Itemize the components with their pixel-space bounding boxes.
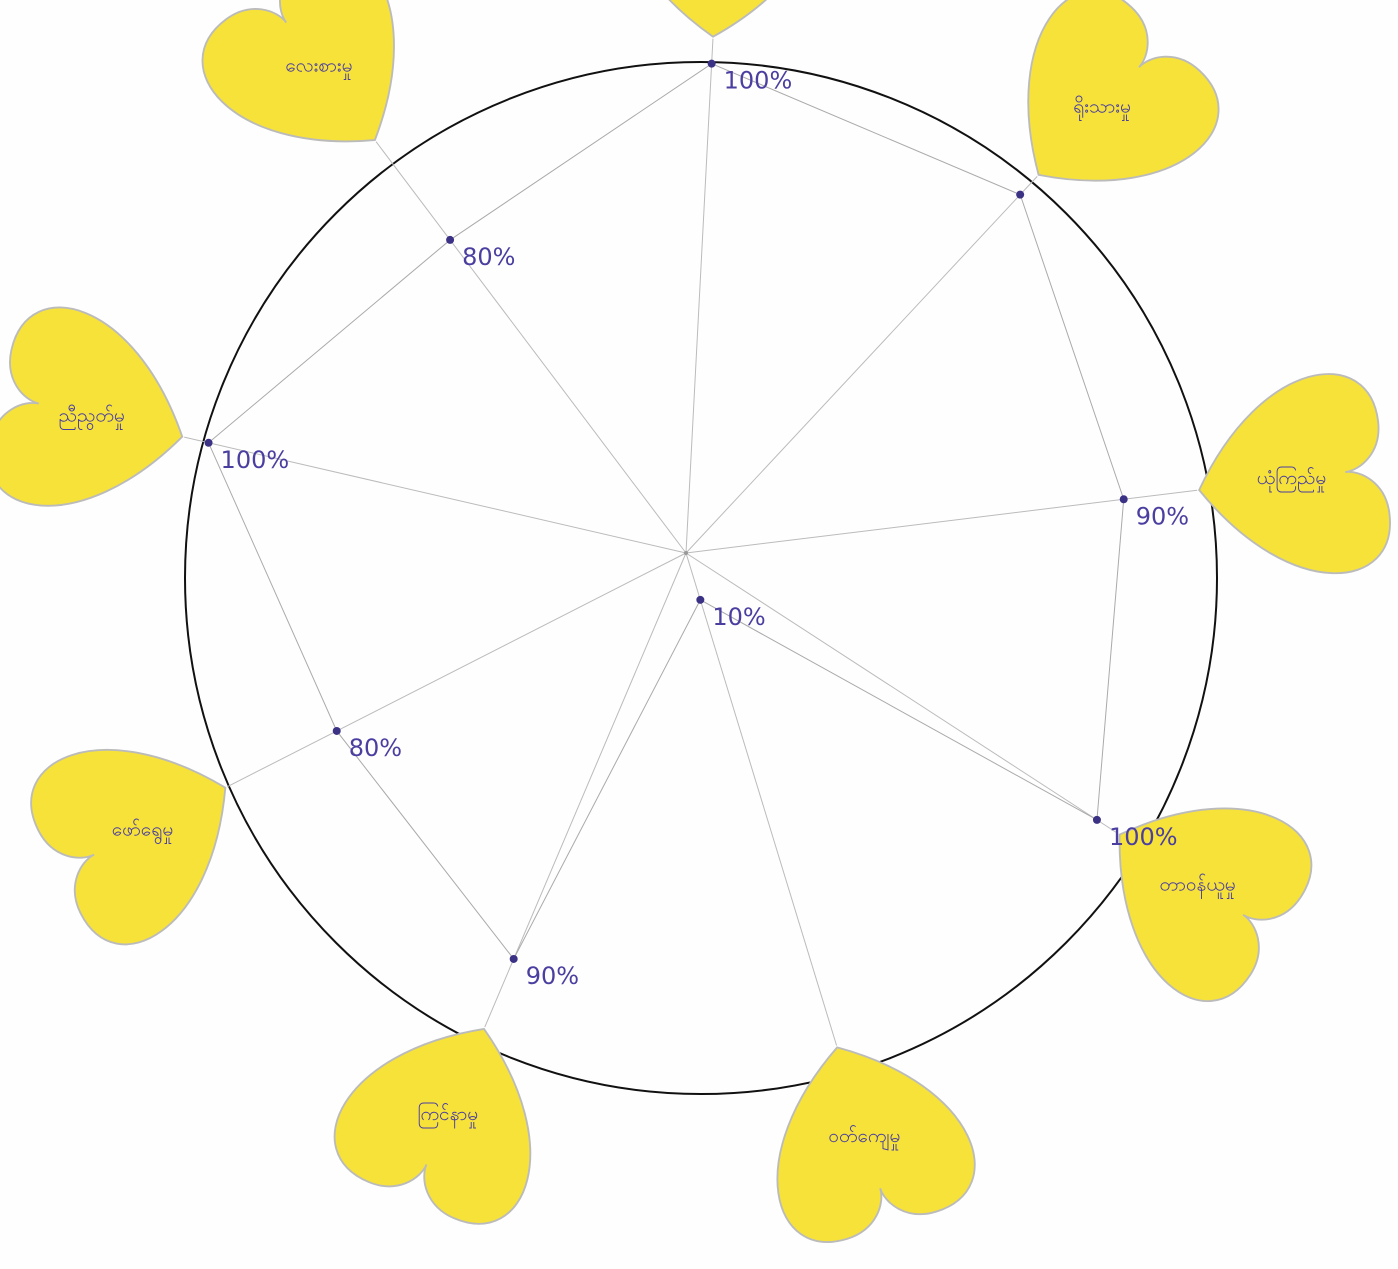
heart <box>201 0 395 143</box>
data-point <box>1092 815 1101 824</box>
data-point <box>1119 495 1128 504</box>
category-label: တာဝန်ယူမှု <box>1160 873 1236 900</box>
heart-group: ရိုးသားမှု <box>1027 0 1220 182</box>
data-point <box>446 235 455 244</box>
outer-circle <box>184 61 1218 1095</box>
value-label: 80% <box>462 243 515 271</box>
data-point <box>1016 190 1025 199</box>
category-label: ယုံကြည်မှု <box>1257 465 1326 493</box>
category-label: ရိုးသားမှု <box>1073 94 1131 121</box>
axis-line <box>685 38 714 554</box>
heart-group: ဖော်ရွေမှု <box>30 749 227 946</box>
category-label: ဝတ်ကျေမှု <box>828 1124 900 1151</box>
heart-group: လေးစားမှု <box>201 0 395 143</box>
axis-line <box>375 141 687 554</box>
data-point <box>509 954 518 963</box>
heart <box>333 1027 532 1225</box>
category-label: ညီညွတ်မှု <box>59 403 125 430</box>
heart <box>619 0 821 38</box>
radar-outline <box>207 63 1125 960</box>
value-label: 90% <box>526 962 579 990</box>
heart <box>1027 0 1220 182</box>
data-point <box>204 438 213 447</box>
value-label: 100% <box>1109 823 1178 851</box>
heart-group: ဝတ်ကျေမှု <box>776 1046 976 1243</box>
heart <box>1198 373 1391 575</box>
value-label: 80% <box>349 734 402 762</box>
axis-line <box>685 552 838 1046</box>
center-point <box>684 551 688 555</box>
category-label: ဖော်ရွေမှု <box>112 817 173 844</box>
value-label: 10% <box>712 603 765 631</box>
heart-group: ယုံကြည်မှု <box>1198 373 1391 575</box>
heart-group: ညီညွတ်မှု <box>0 306 184 507</box>
axis-line <box>685 552 1119 834</box>
value-label: 100% <box>724 67 793 95</box>
heart <box>1118 807 1313 1003</box>
axis-line <box>685 176 1038 554</box>
category-label: ကြင်နာမှု <box>417 1101 478 1129</box>
value-label: 100% <box>221 446 290 474</box>
data-point <box>332 726 341 735</box>
data-point <box>707 59 716 68</box>
data-point <box>696 595 705 604</box>
heart <box>0 306 184 507</box>
heart-group: တာဝန်ယူမှု <box>1118 807 1313 1003</box>
heart-group: ကြင်နာမှု <box>333 1027 532 1225</box>
axis-line <box>184 436 687 554</box>
heart-group <box>619 0 821 38</box>
heart <box>30 749 227 946</box>
heart <box>776 1046 976 1243</box>
axis-line <box>484 552 687 1028</box>
axis-line <box>685 489 1198 554</box>
category-label: လေးစားမှု <box>285 54 352 80</box>
axis-line <box>226 552 687 788</box>
value-label: 90% <box>1136 502 1189 530</box>
